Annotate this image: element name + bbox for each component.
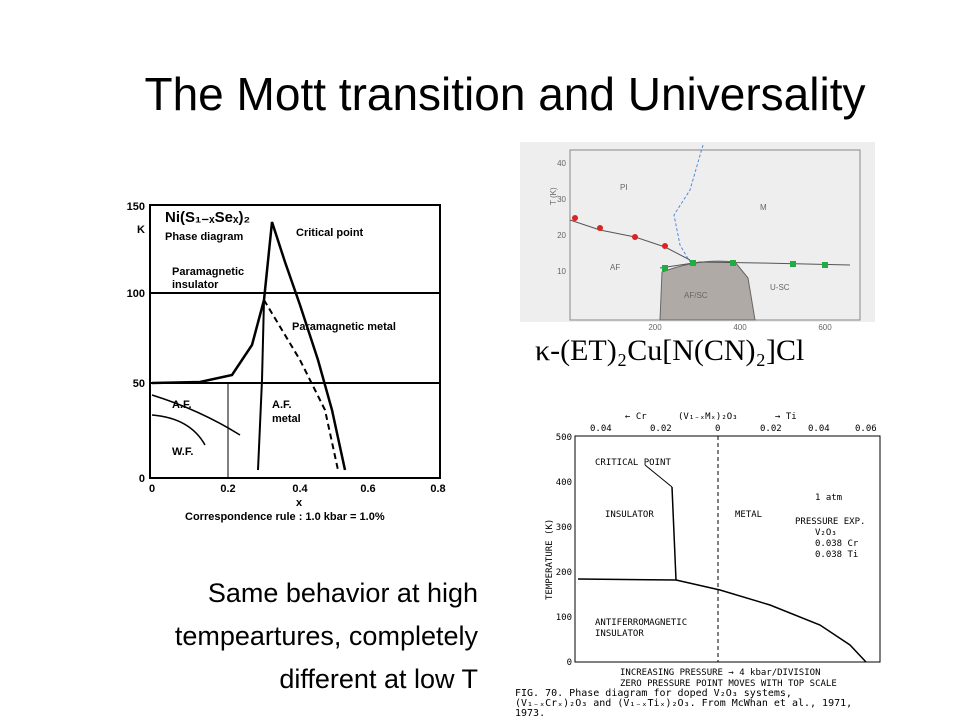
- annotation: A.F.: [272, 399, 292, 411]
- slide-title: The Mott transition and Universality: [145, 68, 866, 120]
- top-label: ← Cr: [625, 412, 647, 422]
- top-tick-label: 0.02: [760, 424, 782, 434]
- annotation: INSULATOR: [605, 510, 654, 520]
- annotation: insulator: [172, 279, 219, 291]
- pointer: [644, 464, 673, 488]
- axis-unit: K: [137, 224, 145, 236]
- top-tick-label: 0.06: [855, 424, 877, 434]
- x-tick-label: 200: [648, 323, 662, 332]
- formula: κ-(ET)₂Cu[N(CN)₂]Cl: [535, 334, 804, 367]
- y-tick-label: 40: [557, 159, 566, 168]
- y-axis-label: T (K): [549, 187, 558, 205]
- x-tick-label: 0.2: [220, 483, 235, 495]
- annotation: metal: [272, 413, 301, 425]
- y-tick-label: 50: [133, 378, 145, 390]
- v2o3-figure: [574, 435, 881, 663]
- annotation: A.F.: [172, 399, 192, 411]
- legend-entry: 0.038 Cr: [815, 539, 859, 549]
- marker: [662, 243, 668, 249]
- top-tick-label: 0.02: [650, 424, 672, 434]
- top-label: → Ti: [775, 412, 797, 422]
- nis2-figure: [149, 204, 441, 479]
- region-label: AF: [610, 263, 620, 272]
- legend-entry: 0.038 Ti: [815, 550, 858, 560]
- region-label: AF/SC: [684, 291, 708, 300]
- x-tick-label: 0.8: [430, 483, 445, 495]
- annotation: INSULATOR: [595, 629, 644, 639]
- y-tick-label: 500: [556, 433, 572, 443]
- y-tick-label: 100: [127, 288, 145, 300]
- x-tick-label: 0: [149, 483, 155, 495]
- x-tick-label: 400: [733, 323, 747, 332]
- region-label: M: [760, 203, 767, 212]
- frame: [574, 435, 881, 663]
- af-metal-boundary: [263, 299, 339, 471]
- y-tick-label: 150: [127, 201, 145, 213]
- y-axis-label: TEMPERATURE (K): [545, 519, 555, 600]
- top-label: (V₁₋ₓMₓ)₂O₃: [678, 412, 738, 422]
- marker: [730, 260, 736, 266]
- phase-boundary: [675, 579, 867, 663]
- marker: [822, 262, 828, 268]
- caption-line: different at low T: [279, 664, 478, 694]
- marker: [632, 234, 638, 240]
- figure-caption: (V₁₋ₓCrₓ)₂O₃ and (V₁₋ₓTiₓ)₂O₃. From McWh…: [515, 698, 852, 709]
- annotation: METAL: [735, 510, 762, 520]
- phase-boundary: [577, 486, 677, 581]
- region-label: PI: [620, 183, 628, 192]
- marker: [572, 215, 578, 221]
- legend-entry: 1 atm: [815, 493, 842, 503]
- marker: [662, 265, 668, 271]
- bottom-label: ZERO PRESSURE POINT MOVES WITH TOP SCALE: [620, 679, 837, 689]
- annotation: CRITICAL POINT: [595, 458, 671, 468]
- y-tick-label: 20: [557, 231, 566, 240]
- figure-footer: Correspondence rule : 1.0 kbar = 1.0%: [185, 511, 385, 523]
- annotation: Critical point: [296, 227, 364, 239]
- caption-line: tempeartures, completely: [175, 621, 479, 651]
- figure-caption: FIG. 70. Phase diagram for doped V₂O₃ sy…: [515, 688, 792, 699]
- marker: [597, 225, 603, 231]
- annotation: Paramagnetic: [172, 266, 244, 278]
- marker: [790, 261, 796, 267]
- markers: [662, 260, 828, 271]
- markers: [572, 215, 668, 249]
- y-tick-label: 10: [557, 267, 566, 276]
- figure-heading: Ni(S₁₋ₓSeₓ)₂: [165, 209, 250, 226]
- wf-boundary: [151, 394, 241, 446]
- top-tick-label: 0.04: [590, 424, 612, 434]
- annotation: ANTIFERROMAGNETIC: [595, 618, 687, 628]
- top-tick-label: 0: [715, 424, 720, 434]
- x-axis-label: x: [296, 497, 303, 509]
- caption-line: Same behavior at high: [208, 578, 478, 608]
- x-tick-label: 600: [818, 323, 832, 332]
- figure-subheading: Phase diagram: [165, 231, 243, 243]
- x-tick-label: 0.4: [292, 483, 308, 495]
- y-tick-label: 300: [556, 523, 572, 533]
- y-tick-label: 0: [567, 658, 572, 668]
- y-tick-label: 200: [556, 568, 572, 578]
- annotation: Paramagnetic metal: [292, 321, 396, 333]
- mott-line: [673, 144, 704, 263]
- et-figure: T (K) 10 20 30 40 200 400 600 PI M AF AF…: [520, 142, 875, 332]
- annotation: W.F.: [172, 446, 193, 458]
- marker: [690, 260, 696, 266]
- af-boundary: [257, 299, 265, 471]
- top-tick-label: 0.04: [808, 424, 830, 434]
- y-tick-label: 0: [139, 473, 145, 485]
- nis2-texts: Ni(S₁₋ₓSeₓ)₂ Phase diagram K 0 50 100 15…: [127, 201, 446, 523]
- v2o3-texts: 0.04 0.02 0 0.02 0.04 0.06 ← Cr (V₁₋ₓMₓ)…: [515, 412, 877, 719]
- phase-boundary: [151, 221, 347, 471]
- bottom-label: INCREASING PRESSURE → 4 kbar/DIVISION: [620, 668, 820, 678]
- y-tick-label: 30: [557, 195, 566, 204]
- y-tick-label: 100: [556, 613, 572, 623]
- legend-entry: V₂O₃: [815, 528, 837, 538]
- et-texts: T (K) 10 20 30 40 200 400 600 PI M AF AF…: [549, 159, 832, 332]
- region-label: U-SC: [770, 283, 790, 292]
- figure-caption: 1973.: [515, 708, 545, 719]
- x-tick-label: 0.6: [360, 483, 375, 495]
- frame: [149, 204, 441, 479]
- legend-entry: PRESSURE EXP.: [795, 517, 865, 527]
- y-tick-label: 400: [556, 478, 572, 488]
